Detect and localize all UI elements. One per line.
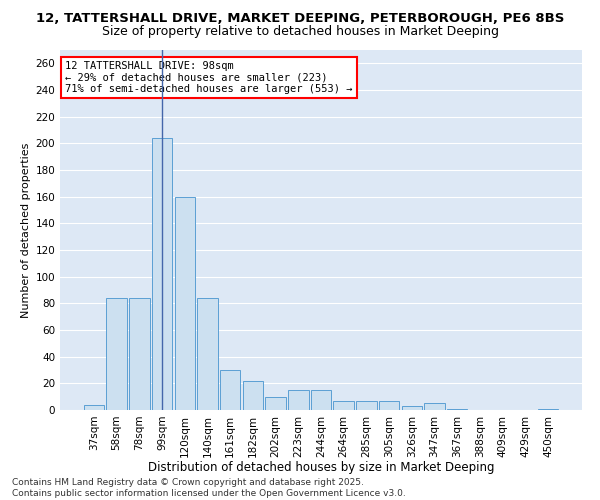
Y-axis label: Number of detached properties: Number of detached properties: [21, 142, 31, 318]
Bar: [288, 390, 308, 410]
Bar: [379, 400, 400, 410]
Bar: [197, 298, 218, 410]
Bar: [242, 380, 263, 410]
Bar: [424, 404, 445, 410]
Bar: [84, 404, 104, 410]
Bar: [356, 400, 377, 410]
Bar: [311, 390, 331, 410]
Text: 12 TATTERSHALL DRIVE: 98sqm
← 29% of detached houses are smaller (223)
71% of se: 12 TATTERSHALL DRIVE: 98sqm ← 29% of det…: [65, 61, 353, 94]
Text: 12, TATTERSHALL DRIVE, MARKET DEEPING, PETERBOROUGH, PE6 8BS: 12, TATTERSHALL DRIVE, MARKET DEEPING, P…: [36, 12, 564, 26]
Bar: [447, 408, 467, 410]
Bar: [265, 396, 286, 410]
Bar: [220, 370, 241, 410]
Bar: [538, 408, 558, 410]
Text: Size of property relative to detached houses in Market Deeping: Size of property relative to detached ho…: [101, 25, 499, 38]
Bar: [334, 400, 354, 410]
Bar: [152, 138, 172, 410]
X-axis label: Distribution of detached houses by size in Market Deeping: Distribution of detached houses by size …: [148, 461, 494, 474]
Bar: [129, 298, 149, 410]
Bar: [106, 298, 127, 410]
Bar: [175, 196, 195, 410]
Text: Contains HM Land Registry data © Crown copyright and database right 2025.
Contai: Contains HM Land Registry data © Crown c…: [12, 478, 406, 498]
Bar: [401, 406, 422, 410]
